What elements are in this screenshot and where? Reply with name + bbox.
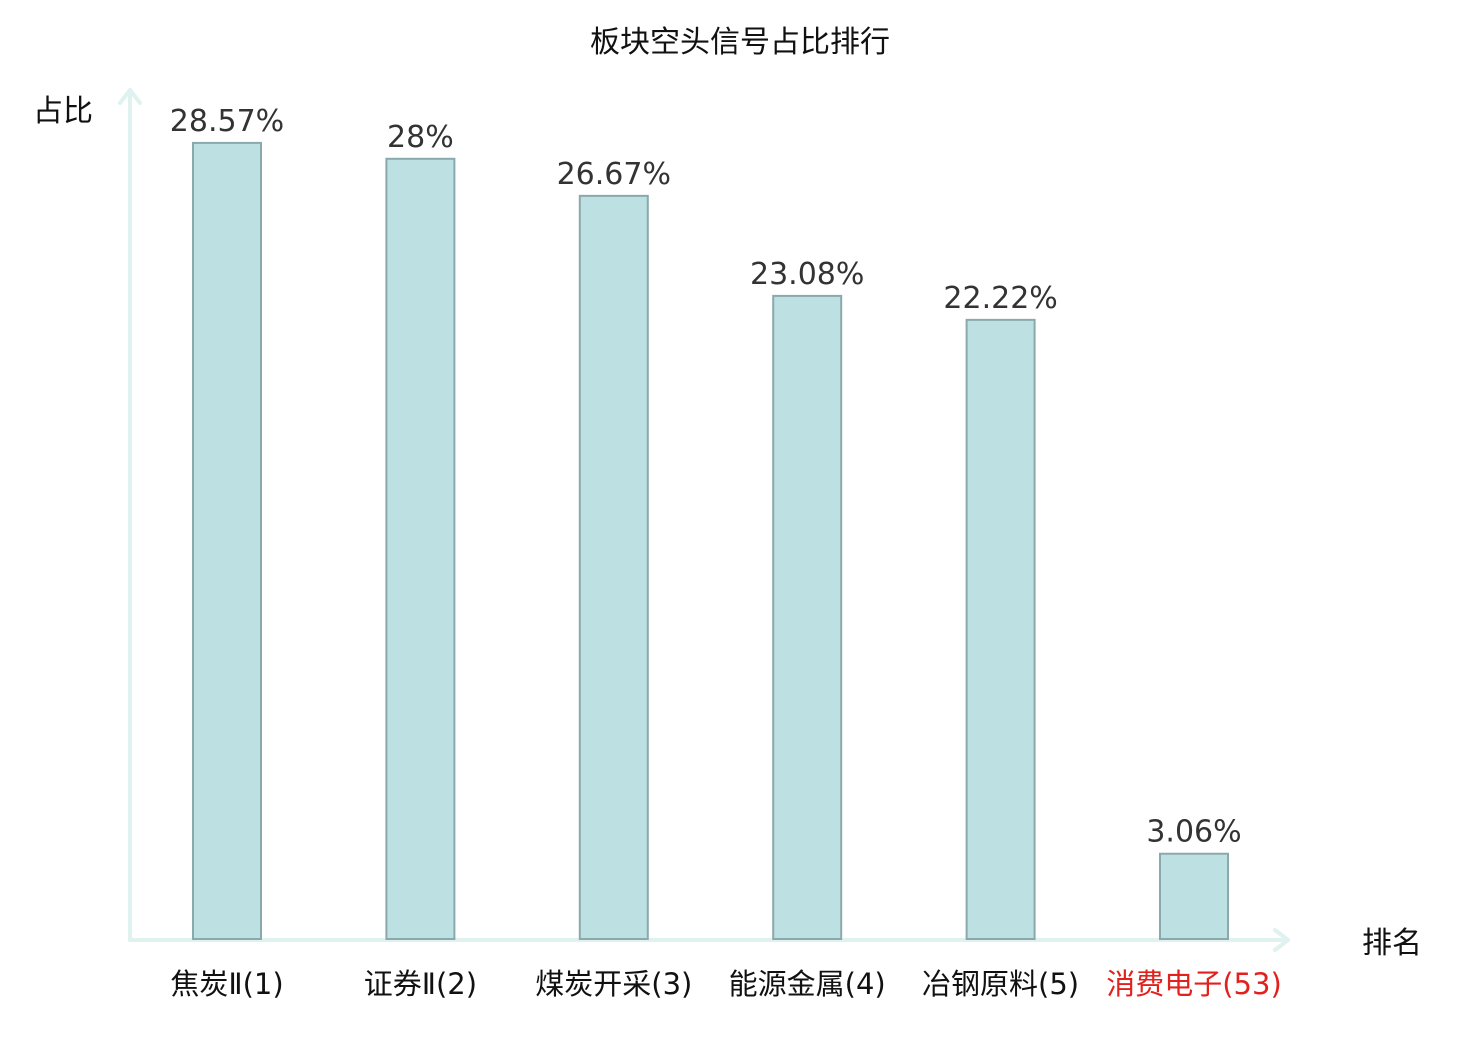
value-labels: 28.57% 28% 26.67% 23.08% 22.22% 3.06% [170,104,1242,850]
chart-title: 板块空头信号占比排行 [590,25,890,60]
bar-value-label: 22.22% [943,281,1057,316]
category-label: 冶钢原料(5) [922,967,1079,1001]
bar-value-label: 23.08% [750,257,864,292]
category-label: 煤炭开采(3) [535,967,692,1001]
x-axis-arrow [1273,928,1290,952]
category-label: 消费电子(53) [1106,967,1282,1001]
category-label: 能源金属(4) [729,967,886,1001]
axes [118,88,1290,952]
bar-value-label: 28.57% [170,104,284,139]
bar-value-label: 28% [387,120,454,155]
bar-value-label: 26.67% [557,157,671,192]
bar [965,318,1036,940]
bars [192,141,1229,941]
y-axis-label: 占比 [33,94,93,129]
category-labels: 焦炭Ⅱ(1) 证券Ⅱ(2) 煤炭开采(3) 能源金属(4) 冶钢原料(5) 消费电子(53… [170,967,1281,1001]
category-label: 证券Ⅱ(2) [364,967,477,1001]
y-axis-arrow [118,88,142,105]
bar [772,294,843,941]
category-label: 焦炭Ⅱ(1) [170,967,283,1001]
bar-value-label: 3.06% [1146,815,1241,850]
bar [578,194,649,941]
x-axis-label: 排名 [1362,926,1422,961]
bar [1159,852,1229,941]
bar [385,157,456,940]
bar [192,141,262,941]
